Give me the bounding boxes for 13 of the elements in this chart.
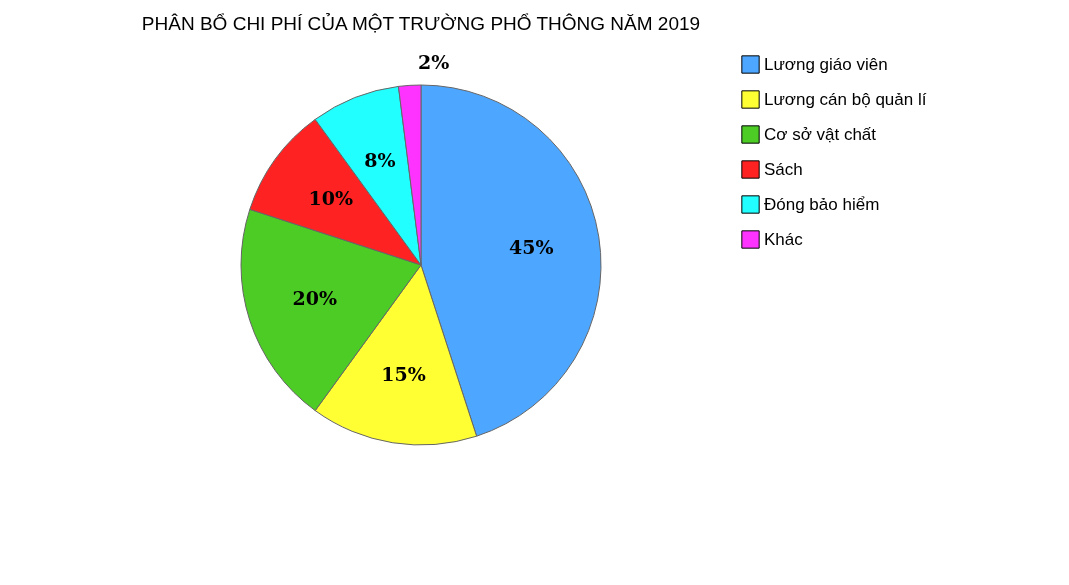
data-label: 8% [364,149,396,172]
legend-label: Sách [764,159,803,179]
legend-label: Khác [764,229,804,249]
legend-label: Lương cán bộ quản lí [764,89,927,109]
data-label: 2% [418,51,450,74]
data-label: 10% [308,187,353,210]
legend-label: Lương giáo viên [764,54,888,74]
legend-label: Cơ sở vật chất [764,124,877,144]
data-label: 45% [508,235,554,258]
chart-title: PHÂN BỔ CHI PHÍ CỦA MỘT TRƯỜNG PHỔ THÔNG NĂM 2019 [141,13,701,35]
data-label: 15% [381,363,426,386]
data-label: 20% [292,287,338,310]
legend-label: Đóng bảo hiểm [764,194,880,214]
